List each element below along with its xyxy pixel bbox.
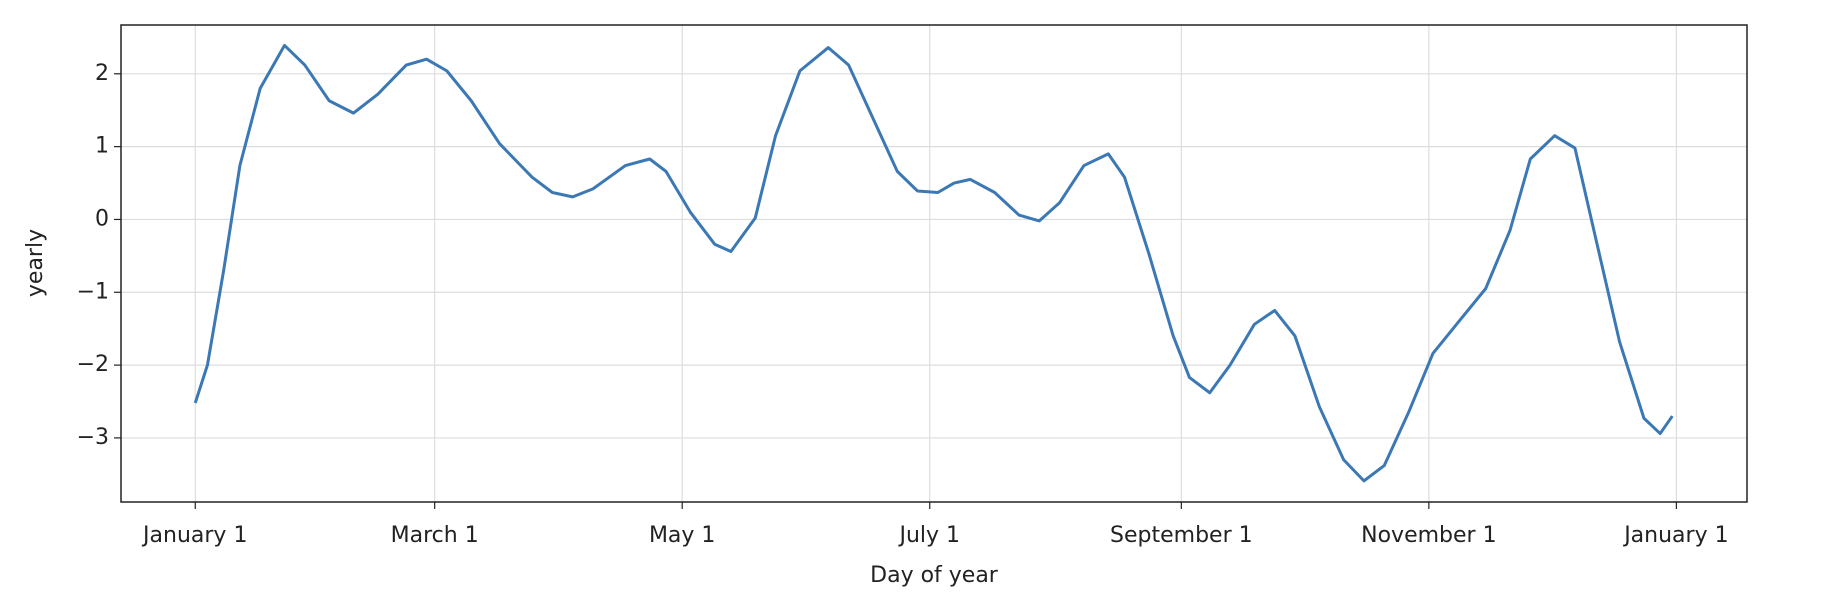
- x-tick-label: May 1: [649, 523, 715, 548]
- x-tick-label: September 1: [1110, 523, 1253, 548]
- data-line: [193, 43, 1674, 483]
- x-tick-label: July 1: [897, 523, 960, 548]
- y-tick-label: 2: [95, 61, 109, 86]
- y-tick-label: −3: [77, 425, 109, 450]
- x-tick-label: January 1: [1622, 523, 1728, 548]
- x-tick-label: January 1: [141, 523, 247, 548]
- y-tick-label: 0: [95, 206, 109, 231]
- x-tick-label: March 1: [391, 523, 479, 548]
- y-tick-label: 1: [95, 134, 109, 159]
- y-axis-label: yearly: [23, 229, 48, 297]
- x-axis-label: Day of year: [870, 563, 999, 588]
- y-tick-label: −1: [77, 279, 109, 304]
- x-tick-label: November 1: [1361, 523, 1496, 548]
- y-tick-label: −2: [77, 352, 109, 377]
- grid-layer: [121, 25, 1747, 502]
- plot-frame: [120, 24, 1748, 503]
